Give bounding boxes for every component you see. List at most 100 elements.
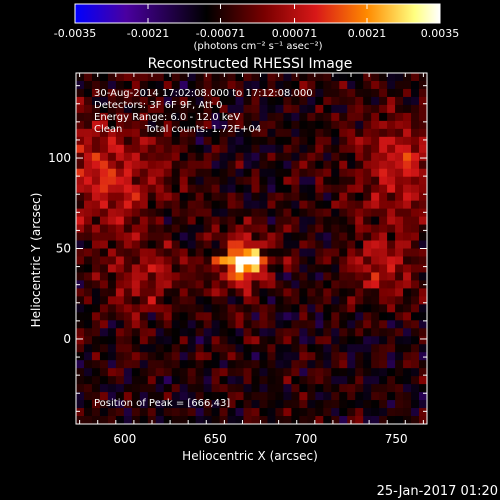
heatmap-cell <box>171 360 181 369</box>
heatmap-cell <box>195 304 205 313</box>
heatmap-cell <box>163 320 173 329</box>
heatmap-cell <box>171 248 181 257</box>
heatmap-cell <box>131 80 141 90</box>
heatmap-cell <box>99 136 109 146</box>
heatmap-cell <box>395 144 404 154</box>
heatmap-cell <box>291 264 300 273</box>
heatmap-cell <box>139 360 149 369</box>
heatmap-cell <box>387 272 396 281</box>
heatmap-cell <box>347 168 356 178</box>
heatmap-cell <box>83 360 93 369</box>
heatmap-cell <box>419 128 428 138</box>
heatmap-cell <box>155 352 165 361</box>
heatmap-cell <box>171 344 181 353</box>
heatmap-cell <box>355 256 364 265</box>
heatmap-cell <box>395 384 404 393</box>
heatmap-cell <box>243 272 252 281</box>
heatmap-cell <box>99 232 109 241</box>
heatmap-cell <box>179 128 189 138</box>
heatmap-cell <box>291 296 300 305</box>
heatmap-cell <box>187 336 197 345</box>
heatmap-cell <box>147 288 157 297</box>
heatmap-cell <box>163 392 173 401</box>
heatmap-cell <box>251 152 260 162</box>
heatmap-cell <box>259 288 268 297</box>
heatmap-cell <box>275 408 284 417</box>
heatmap-cell <box>387 320 396 329</box>
heatmap-cell <box>371 208 380 217</box>
colorbar-tick-label: 0.0021 <box>348 27 387 40</box>
heatmap-cell <box>235 256 244 265</box>
heatmap-cell <box>211 384 220 393</box>
heatmap-cell <box>307 344 316 353</box>
heatmap-cell <box>299 224 308 233</box>
heatmap-cell <box>227 280 236 289</box>
heatmap-cell <box>187 248 197 257</box>
heatmap-cell <box>283 240 292 249</box>
heatmap-cell <box>211 112 220 122</box>
heatmap-cell <box>307 96 316 106</box>
heatmap-cell <box>347 152 356 162</box>
heatmap-cell <box>203 96 213 106</box>
heatmap-cell <box>411 288 420 297</box>
heatmap-cell <box>155 312 165 321</box>
heatmap-cell <box>291 152 300 162</box>
heatmap-cell <box>267 280 276 289</box>
heatmap-cell <box>283 128 292 138</box>
heatmap-cell <box>219 104 228 114</box>
heatmap-cell <box>139 232 149 241</box>
heatmap-cell <box>283 208 292 217</box>
heatmap-cell <box>187 120 197 130</box>
heatmap-cell <box>107 224 117 233</box>
heatmap-cell <box>371 264 380 273</box>
heatmap-cell <box>76 80 85 90</box>
heatmap-cell <box>219 160 228 170</box>
heatmap-cell <box>243 80 252 90</box>
heatmap-cell <box>347 192 356 202</box>
heatmap-cell <box>371 368 380 377</box>
heatmap-cell <box>235 368 244 377</box>
heatmap-cell <box>323 376 332 385</box>
heatmap-cell <box>411 152 420 162</box>
heatmap-cell <box>179 256 189 265</box>
heatmap-cell <box>91 296 101 305</box>
heatmap-cell <box>147 344 157 353</box>
heatmap-cell <box>291 144 300 154</box>
heatmap-cell <box>251 160 260 170</box>
heatmap-cell <box>403 176 412 186</box>
heatmap-cell <box>251 368 260 377</box>
heatmap-cell <box>387 360 396 369</box>
heatmap-cell <box>283 344 292 353</box>
heatmap-cell <box>155 256 165 265</box>
heatmap-cell <box>243 256 252 265</box>
heatmap-cell <box>291 176 300 186</box>
heatmap-cell <box>211 272 220 281</box>
heatmap-cell <box>347 136 356 146</box>
heatmap-cell <box>227 272 236 281</box>
heatmap-cell <box>227 208 236 217</box>
heatmap-cell <box>163 416 173 425</box>
heatmap-cell <box>299 80 308 90</box>
heatmap-cell <box>363 288 372 297</box>
heatmap-cell <box>155 152 165 162</box>
heatmap-cell <box>403 88 412 98</box>
heatmap-cell <box>283 272 292 281</box>
heatmap-cell <box>299 368 308 377</box>
heatmap-cell <box>195 232 205 241</box>
heatmap-cell <box>251 96 260 106</box>
heatmap-cell <box>403 112 412 122</box>
heatmap-cell <box>195 192 205 202</box>
heatmap-cell <box>243 176 252 186</box>
heatmap-cell <box>259 144 268 154</box>
heatmap-cell <box>131 296 141 305</box>
heatmap-cell <box>347 80 356 90</box>
heatmap-cell <box>107 88 117 98</box>
heatmap-cell <box>355 272 364 281</box>
heatmap-cell <box>259 248 268 257</box>
heatmap-cell <box>363 88 372 98</box>
heatmap-cell <box>251 224 260 233</box>
colorbar-tick-label: -0.0021 <box>127 27 169 40</box>
heatmap-cell <box>395 352 404 361</box>
heatmap-cell <box>83 80 93 90</box>
